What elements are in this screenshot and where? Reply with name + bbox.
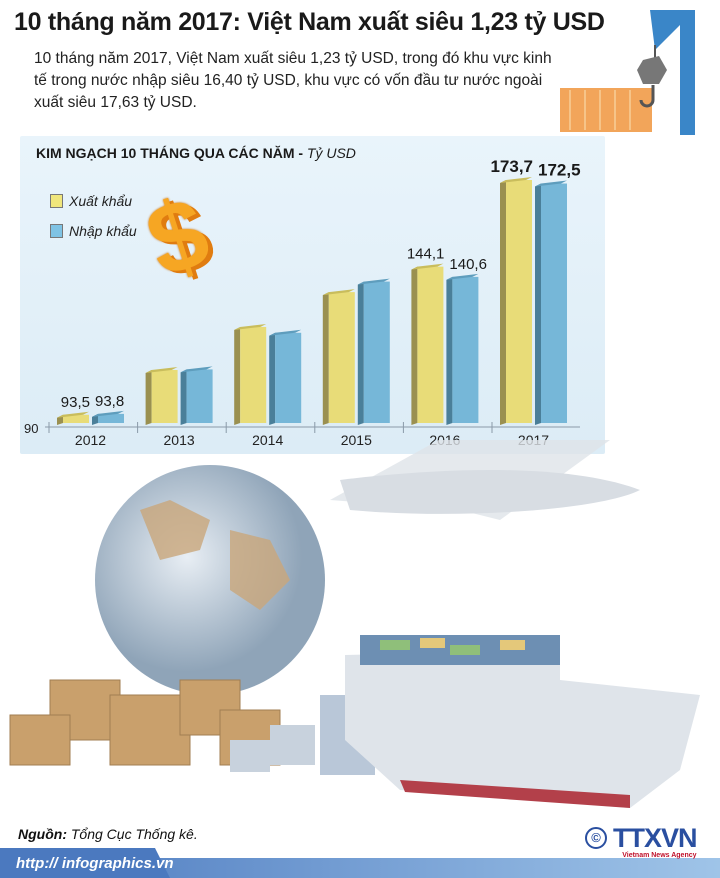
legend-label-export: Xuất khẩu <box>69 193 133 209</box>
bar-side-export-2017 <box>500 180 506 425</box>
bar-export-2014 <box>240 326 267 423</box>
bar-top-import-2016 <box>446 273 479 280</box>
trade-illustration <box>9 440 700 808</box>
bar-top-export-2012 <box>57 411 89 418</box>
logo-subtitle: Vietnam News Agency <box>622 852 697 859</box>
bar-side-import-2013 <box>180 369 187 425</box>
x-tick-label: 2015 <box>341 432 372 448</box>
data-label: 144,1 <box>407 246 445 263</box>
logo-wordmark: TTXVN Vietnam News Agency <box>613 823 698 860</box>
bar-top-export-2014 <box>234 323 267 330</box>
bar-import-2015 <box>363 281 390 423</box>
x-tick-label: 2013 <box>164 432 195 448</box>
bar-chart: 9093,593,82012201320142015144,1140,62016… <box>24 157 581 448</box>
description: 10 tháng năm 2017, Việt Nam xuất siêu 1,… <box>34 50 552 111</box>
bar-import-2016 <box>452 276 479 423</box>
bar-side-export-2013 <box>145 369 152 425</box>
chart-title-text: KIM NGẠCH 10 THÁNG QUA CÁC NĂM - <box>36 145 307 161</box>
bar-import-2017 <box>541 183 567 423</box>
bar-import-2012 <box>98 413 124 423</box>
x-tick-label: 2012 <box>75 432 106 448</box>
bar-import-2014 <box>275 332 302 423</box>
bar-top-import-2013 <box>180 366 213 373</box>
bar-top-export-2016 <box>411 263 444 270</box>
source-text: Tổng Cục Thống kê. <box>70 826 198 842</box>
y-tick-label: 90 <box>24 421 38 436</box>
bar-export-2016 <box>417 266 444 423</box>
data-label: 140,6 <box>449 256 487 273</box>
source-label: Nguồn: <box>18 826 67 842</box>
data-label: 93,8 <box>95 393 124 410</box>
bar-side-import-2016 <box>446 276 453 425</box>
bar-side-export-2014 <box>234 326 241 425</box>
bar-export-2017 <box>506 180 532 423</box>
legend-label-import: Nhập khẩu <box>69 223 137 239</box>
copyright-icon: © <box>585 827 607 849</box>
bar-export-2012 <box>63 414 89 423</box>
legend-item-import: Nhập khẩu <box>50 223 137 239</box>
bar-import-2013 <box>186 369 213 423</box>
logo-text: TTXVN <box>613 823 698 853</box>
legend-swatch-import <box>50 224 63 238</box>
data-label: 172,5 <box>538 161 581 180</box>
ttxvn-logo: © TTXVN Vietnam News Agency <box>585 823 698 860</box>
bar-export-2013 <box>151 369 178 423</box>
bar-side-import-2014 <box>269 332 276 425</box>
page-title: 10 tháng năm 2017: Việt Nam xuất siêu 1,… <box>14 8 605 36</box>
bar-side-import-2015 <box>357 281 364 425</box>
website-link[interactable]: http:// infographics.vn <box>16 855 174 872</box>
bar-side-export-2015 <box>322 292 329 425</box>
bar-top-export-2015 <box>322 289 355 296</box>
bar-top-import-2012 <box>92 410 124 417</box>
chart-title: KIM NGẠCH 10 THÁNG QUA CÁC NĂM - Tỷ USD <box>36 145 356 161</box>
bar-top-export-2017 <box>500 177 532 183</box>
bar-side-import-2017 <box>535 183 541 425</box>
bar-export-2015 <box>328 292 355 423</box>
source: Nguồn: Tổng Cục Thống kê. <box>18 826 198 842</box>
data-label: 93,5 <box>61 394 90 411</box>
bar-top-import-2015 <box>357 278 390 285</box>
url-tab <box>0 848 170 878</box>
legend-swatch-export <box>50 194 63 208</box>
chart-unit: Tỷ USD <box>306 145 356 161</box>
bar-side-export-2016 <box>411 266 418 425</box>
bar-top-import-2014 <box>269 329 302 336</box>
footer-band <box>0 858 720 878</box>
crane-container-illustration <box>560 10 695 135</box>
legend-item-export: Xuất khẩu <box>50 193 132 209</box>
bar-top-import-2017 <box>535 180 567 187</box>
x-tick-label: 2014 <box>252 432 283 448</box>
data-label: 173,7 <box>490 157 533 176</box>
bar-top-export-2013 <box>145 366 178 373</box>
